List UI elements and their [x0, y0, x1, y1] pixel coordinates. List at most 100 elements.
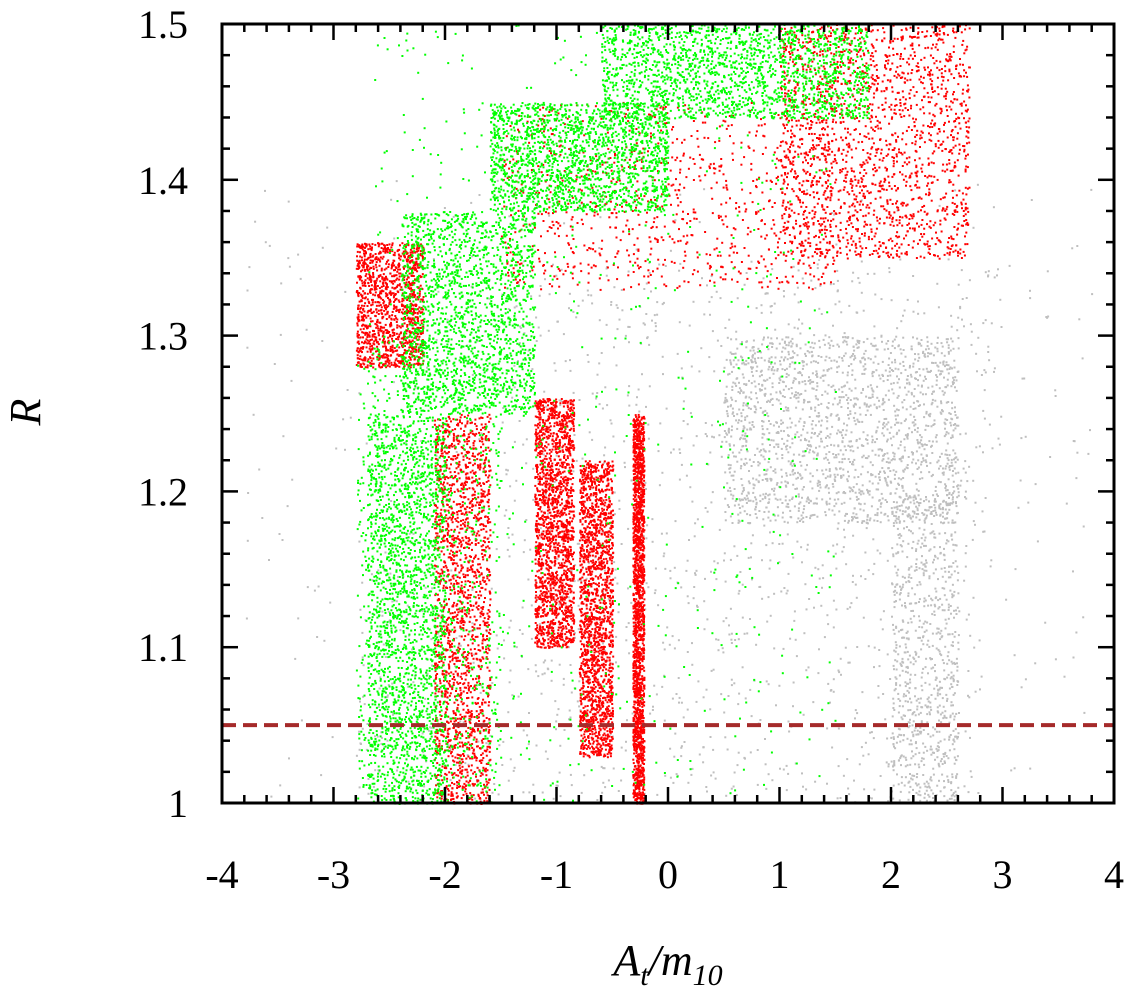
scatter-point — [603, 454, 606, 457]
scatter-point — [834, 480, 837, 482]
scatter-point — [654, 325, 657, 328]
scatter-point — [887, 461, 890, 464]
scatter-point — [916, 773, 919, 775]
scatter-point — [875, 369, 878, 372]
scatter-point — [888, 370, 891, 373]
scatter-point — [680, 463, 683, 466]
scatter-point — [802, 401, 805, 404]
scatter-point — [877, 482, 880, 485]
scatter-point — [893, 760, 896, 763]
scatter-point — [446, 532, 449, 534]
scatter-point — [876, 396, 879, 399]
scatter-point — [978, 445, 981, 448]
scatter-point — [854, 468, 857, 471]
scatter-point — [926, 713, 929, 716]
scatter-point — [673, 647, 676, 650]
scatter-point — [953, 609, 955, 612]
scatter-point — [836, 403, 839, 406]
scatter-point — [950, 701, 953, 704]
scatter-point — [890, 507, 893, 510]
scatter-point — [460, 413, 463, 416]
scatter-point — [807, 496, 809, 499]
scatter-point — [892, 628, 895, 631]
scatter-point — [942, 361, 945, 364]
scatter-point — [827, 384, 830, 387]
scatter-point — [859, 413, 862, 416]
scatter-point — [867, 455, 870, 458]
scatter-point — [761, 443, 764, 446]
scatter-point — [830, 413, 833, 416]
scatter-point — [834, 467, 837, 470]
scatter-point — [892, 524, 895, 527]
scatter-point — [465, 768, 468, 771]
scatter-point — [442, 441, 445, 444]
scatter-point — [710, 570, 712, 573]
scatter-point — [750, 382, 753, 385]
scatter-point — [900, 781, 903, 784]
scatter-point — [923, 796, 926, 799]
scatter-point — [434, 677, 437, 680]
scatter-point — [893, 649, 896, 652]
scatter-point — [909, 617, 912, 620]
scatter-point — [637, 641, 639, 644]
scatter-point — [750, 715, 753, 718]
scatter-point — [922, 751, 925, 754]
scatter-point — [488, 547, 491, 550]
scatter-point — [697, 680, 700, 683]
scatter-point — [781, 542, 784, 545]
scatter-point — [434, 664, 437, 667]
scatter-point — [335, 447, 338, 450]
scatter-point — [817, 404, 820, 406]
scatter-point — [757, 461, 760, 464]
scatter-point — [901, 705, 904, 708]
scatter-point — [902, 540, 905, 543]
scatter-point — [925, 348, 927, 351]
scatter-point — [893, 477, 896, 480]
scatter-point — [917, 442, 920, 445]
scatter-point — [781, 368, 784, 371]
scatter-point — [511, 694, 514, 697]
scatter-point — [824, 511, 827, 514]
scatter-point — [943, 753, 946, 755]
scatter-point — [515, 646, 518, 649]
scatter-point — [474, 434, 477, 437]
scatter-point — [797, 493, 800, 496]
scatter-point — [797, 495, 800, 498]
scatter-point — [471, 255, 474, 258]
scatter-point — [941, 587, 944, 590]
scatter-point — [782, 410, 785, 412]
scatter-point — [839, 399, 841, 402]
scatter-point — [448, 444, 451, 447]
scatter-point — [297, 617, 300, 620]
scatter-point — [918, 701, 921, 704]
scatter-point — [1019, 479, 1022, 482]
scatter-point — [876, 385, 879, 388]
scatter-point — [435, 446, 437, 449]
scatter-point — [894, 358, 896, 361]
scatter-point — [828, 461, 831, 464]
scatter-point — [805, 363, 808, 366]
scatter-point — [773, 647, 776, 650]
scatter-point — [894, 367, 897, 370]
scatter-point — [572, 470, 575, 473]
scatter-point — [792, 681, 795, 684]
scatter-point — [724, 401, 727, 404]
scatter-point — [472, 447, 475, 450]
scatter-point — [448, 727, 451, 730]
scatter-point — [486, 635, 488, 638]
scatter-point — [909, 718, 911, 721]
scatter-point — [459, 503, 462, 506]
scatter-point — [513, 499, 516, 502]
scatter-point — [458, 694, 461, 697]
scatter-point — [752, 500, 755, 503]
scatter-point — [902, 349, 905, 351]
scatter-point — [733, 455, 736, 458]
scatter-point — [488, 590, 491, 593]
scatter-point — [509, 669, 512, 672]
scatter-point — [936, 784, 939, 787]
scatter-point — [484, 525, 487, 528]
scatter-point — [867, 645, 870, 648]
scatter-point — [905, 408, 908, 411]
scatter-point — [951, 367, 953, 370]
scatter-point — [482, 714, 485, 717]
